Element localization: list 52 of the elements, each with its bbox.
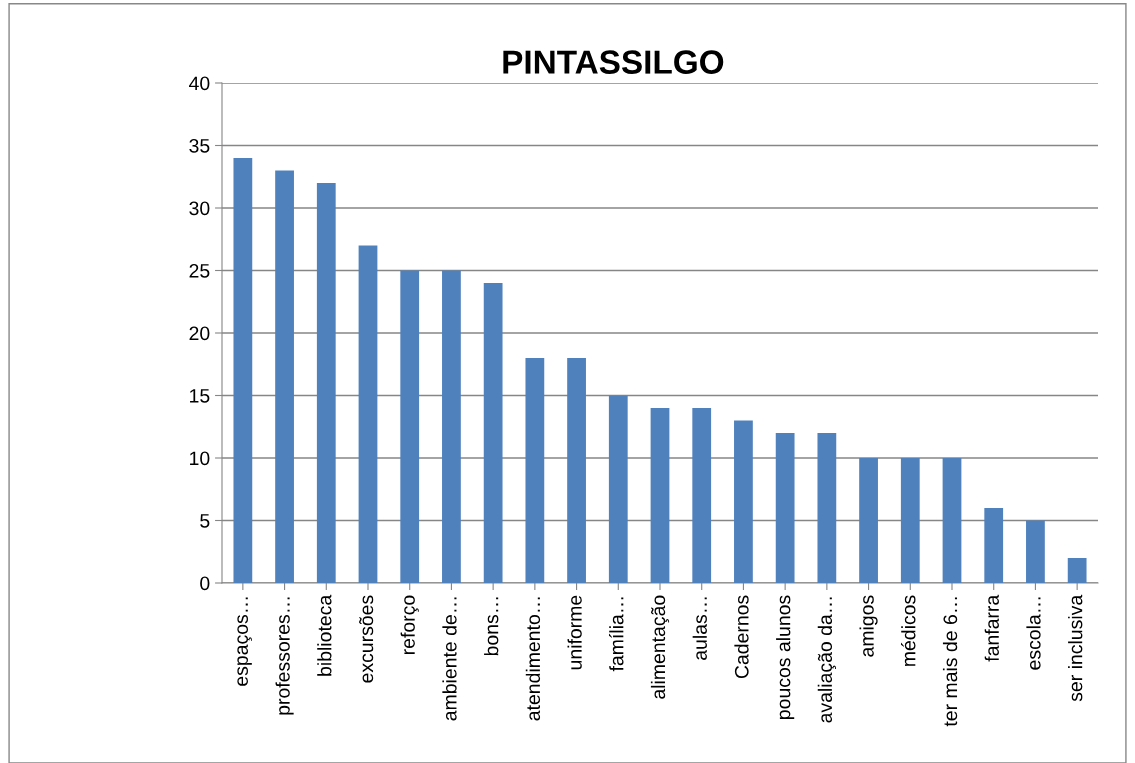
y-tick-label: 25	[189, 263, 210, 278]
x-tick-label: médicos	[900, 595, 916, 666]
bar	[233, 158, 253, 583]
y-tick-label: 0	[200, 576, 210, 591]
x-tick-label: alimentação	[650, 595, 670, 699]
x-tick-label: professores…	[275, 597, 294, 715]
x-tick-label: poucos alunos	[776, 595, 795, 719]
x-tick-label: biblioteca	[317, 594, 332, 676]
x-tick-label: escola…	[1026, 597, 1041, 670]
bar	[483, 283, 503, 583]
y-tick-label: 40	[189, 76, 210, 91]
x-tick-label: reforço	[400, 595, 419, 655]
bar	[692, 408, 712, 583]
bar	[567, 358, 586, 583]
x-tick-label: ter mais de 6…	[942, 597, 958, 727]
x-tick-label: amigos	[859, 595, 878, 657]
x-tick-label: excursões	[359, 595, 374, 683]
y-tick-label: 20	[189, 326, 210, 341]
bar	[275, 170, 294, 583]
y-tick-label: 30	[189, 201, 210, 216]
y-tick-label: 15	[190, 389, 210, 403]
bar	[942, 458, 962, 583]
bar	[650, 408, 670, 583]
x-tick-label: atendimento…	[525, 597, 541, 721]
bar	[817, 433, 837, 583]
x-tick-label: fanfarra	[984, 594, 999, 662]
bar	[358, 245, 378, 583]
bar	[442, 270, 461, 583]
x-tick-label: bons…	[484, 597, 499, 656]
x-tick-label: ambiente de…	[442, 597, 457, 721]
chart-title: PINTASSILGO	[503, 50, 724, 74]
bar	[734, 420, 753, 583]
bar	[525, 358, 545, 583]
bar	[608, 395, 628, 583]
x-tick-label: uniforme	[567, 595, 582, 670]
bar	[1067, 558, 1087, 583]
x-tick-label: ser inclusiva	[1068, 594, 1083, 702]
x-tick-label: família…	[608, 597, 624, 672]
x-tick-label: avaliação da…	[817, 597, 836, 723]
y-tick-label: 35	[189, 138, 210, 153]
bar	[900, 458, 920, 583]
x-tick-label: espaços…	[237, 597, 252, 686]
bar	[1026, 520, 1045, 583]
y-tick-label: 5	[200, 514, 210, 528]
x-tick-label: aulas…	[692, 597, 707, 660]
y-tick-label: 10	[190, 451, 210, 466]
bar	[984, 508, 1004, 583]
bar	[859, 458, 878, 583]
bar	[400, 270, 420, 583]
bar	[775, 433, 795, 583]
x-tick-label: Cadernos	[734, 595, 749, 679]
bar	[316, 183, 336, 583]
